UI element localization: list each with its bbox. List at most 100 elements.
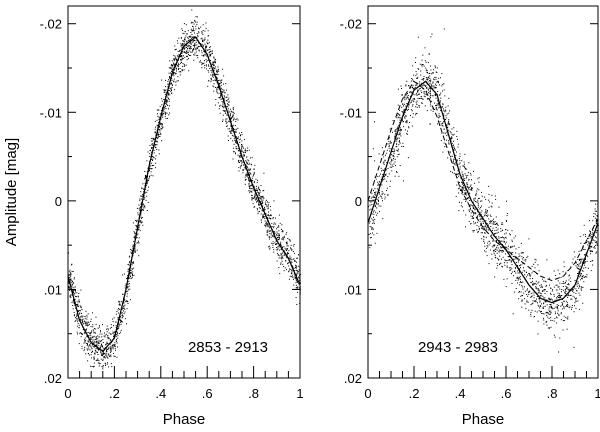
data-point <box>225 97 227 99</box>
data-point <box>538 281 540 283</box>
data-point <box>496 222 498 224</box>
data-point <box>563 282 565 284</box>
data-point <box>118 322 120 324</box>
data-point <box>469 192 471 194</box>
data-point <box>173 59 175 61</box>
data-point <box>496 246 498 248</box>
data-point <box>205 27 207 29</box>
data-point <box>237 148 239 150</box>
data-point <box>99 333 101 335</box>
data-point <box>453 162 455 164</box>
data-point <box>528 272 530 274</box>
data-point <box>452 171 453 173</box>
data-point <box>222 68 224 70</box>
data-point <box>241 163 243 165</box>
data-point <box>452 162 454 164</box>
data-point <box>107 357 109 359</box>
data-point <box>190 32 192 33</box>
data-point <box>287 238 289 239</box>
data-point <box>416 113 418 114</box>
data-point <box>376 188 378 190</box>
data-point <box>555 284 557 286</box>
data-point <box>180 62 182 64</box>
data-point <box>171 79 173 81</box>
data-point <box>251 191 252 193</box>
data-point <box>140 220 142 222</box>
data-point <box>155 131 156 133</box>
data-point <box>464 194 466 196</box>
data-point <box>114 346 116 347</box>
data-point <box>496 240 497 242</box>
data-point <box>93 335 95 337</box>
data-point <box>258 201 260 203</box>
data-point <box>128 256 130 258</box>
data-point <box>267 224 269 226</box>
data-point <box>374 211 376 213</box>
data-point <box>546 259 548 261</box>
data-point <box>71 264 72 266</box>
data-point <box>115 336 117 338</box>
data-point <box>565 289 566 291</box>
data-point <box>107 336 109 338</box>
data-point <box>465 177 467 179</box>
data-point <box>291 269 293 271</box>
data-point <box>72 289 73 291</box>
data-point <box>523 270 525 272</box>
data-point <box>181 47 183 49</box>
data-point <box>152 175 154 177</box>
data-point <box>210 51 212 52</box>
data-point <box>586 276 588 278</box>
data-point <box>233 143 235 145</box>
data-point <box>412 65 414 67</box>
data-point <box>299 266 301 268</box>
data-point <box>502 236 503 238</box>
data-point <box>201 64 203 65</box>
data-point <box>376 232 378 234</box>
data-point <box>440 97 442 99</box>
data-point <box>514 258 516 260</box>
data-point <box>277 226 279 228</box>
data-point <box>399 122 401 124</box>
data-point <box>216 90 218 92</box>
data-point <box>381 194 383 196</box>
data-point <box>532 270 534 272</box>
data-point <box>121 312 123 314</box>
data-point <box>153 139 155 141</box>
data-point <box>519 284 521 286</box>
data-point <box>177 42 179 44</box>
data-point <box>208 59 209 61</box>
data-point <box>493 218 494 220</box>
data-point <box>486 229 488 231</box>
data-point <box>259 204 261 206</box>
data-point <box>498 259 500 261</box>
data-point <box>181 52 183 54</box>
data-point <box>482 218 483 220</box>
data-point <box>579 308 580 310</box>
data-point <box>399 132 401 134</box>
data-point <box>111 349 112 351</box>
data-point <box>202 33 204 35</box>
data-point <box>506 200 507 202</box>
data-point <box>142 183 144 185</box>
data-point <box>472 216 473 218</box>
data-point <box>566 294 568 296</box>
data-point <box>372 232 373 234</box>
data-point <box>101 355 103 356</box>
data-point <box>429 103 431 105</box>
data-point <box>152 159 153 161</box>
data-point <box>395 131 397 133</box>
data-point <box>155 140 157 142</box>
data-point <box>115 340 117 342</box>
data-point <box>165 86 167 88</box>
data-point <box>140 198 142 200</box>
data-point <box>213 62 215 63</box>
data-point <box>159 113 161 115</box>
data-point <box>513 275 514 277</box>
data-point <box>593 216 595 217</box>
data-point <box>110 347 112 349</box>
data-point <box>76 331 78 333</box>
data-point <box>140 191 142 193</box>
data-point <box>192 50 194 52</box>
data-point <box>281 256 283 258</box>
data-point <box>84 341 86 343</box>
